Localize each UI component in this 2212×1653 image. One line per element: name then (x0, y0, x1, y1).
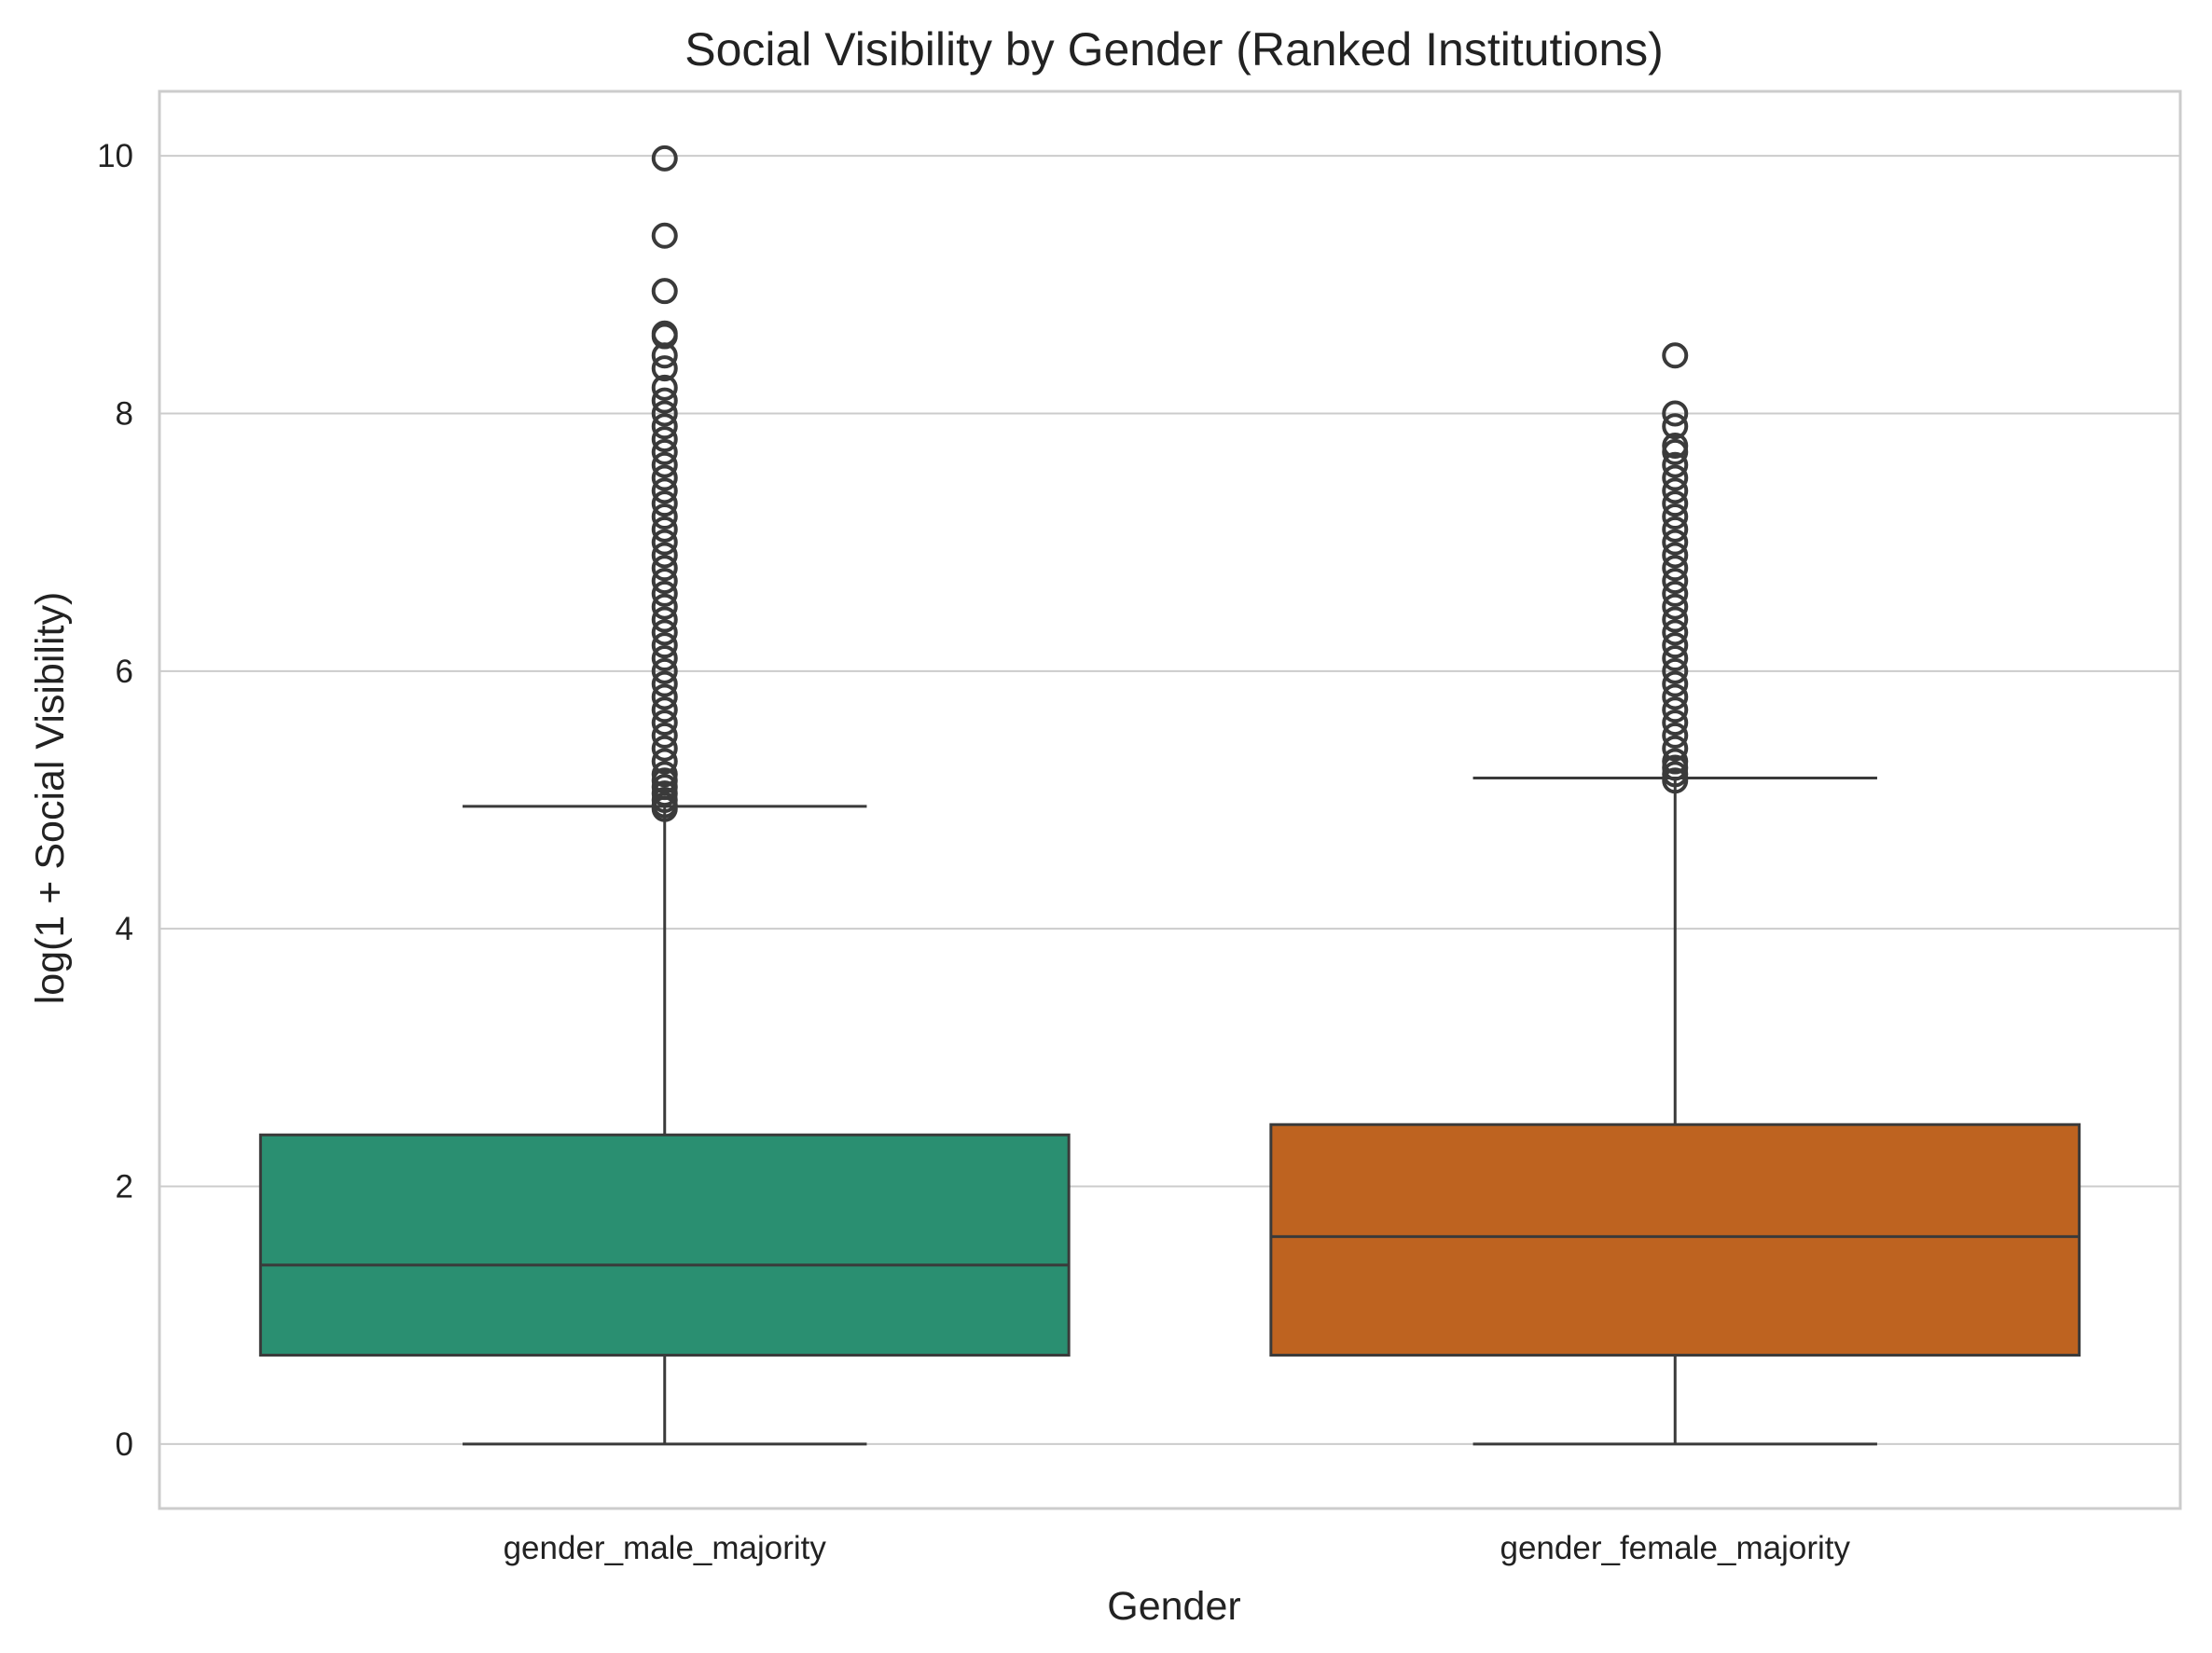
outlier-point (1662, 342, 1689, 369)
outlier-point (651, 464, 678, 491)
outlier-point (651, 593, 678, 620)
outlier-point (1662, 593, 1689, 620)
outlier-point (651, 748, 678, 775)
outlier-point (1662, 464, 1689, 491)
outlier-point (1662, 619, 1689, 646)
iqr-box (258, 1133, 1071, 1357)
outlier-point (1662, 696, 1689, 723)
chart-title: Social Visibility by Gender (Ranked Inst… (684, 23, 1664, 76)
outlier-point (651, 438, 678, 465)
outlier-point (1662, 451, 1689, 478)
outlier-point (651, 645, 678, 671)
outlier-point (651, 477, 678, 504)
outlier-point (651, 529, 678, 556)
outlier-point (651, 278, 678, 305)
outlier-point (651, 657, 678, 684)
outlier-point (651, 632, 678, 659)
outlier-point (651, 503, 678, 530)
outlier-point (651, 735, 678, 762)
outlier-point (651, 222, 678, 249)
outlier-point (651, 490, 678, 517)
x-tick-labels: gender_male_majority gender_female_majori… (504, 1530, 1851, 1566)
outlier-point (651, 387, 678, 414)
outlier-point (651, 722, 678, 749)
outlier-point (651, 606, 678, 633)
y-tick-label: 6 (116, 654, 133, 690)
outlier-point (1662, 516, 1689, 543)
outlier-point (1662, 555, 1689, 582)
outlier-point (1662, 568, 1689, 595)
outlier-point (1662, 400, 1689, 427)
box-group-gender_male_majority (258, 145, 1071, 1446)
outlier-point (651, 413, 678, 440)
outlier-point (1662, 477, 1689, 504)
outlier-point (651, 670, 678, 697)
outlier-point (651, 619, 678, 646)
outlier-point (651, 374, 678, 401)
outlier-point (1662, 490, 1689, 517)
outlier-point (651, 696, 678, 723)
y-tick-labels: 0 2 4 6 8 10 (97, 138, 133, 1463)
x-axis-label: Gender (1107, 1584, 1240, 1629)
outlier-point (1662, 433, 1689, 459)
outlier-point (1662, 748, 1689, 775)
outlier-point (1662, 542, 1689, 569)
outlier-point (1662, 580, 1689, 607)
outlier-point (1662, 657, 1689, 684)
outlier-point (651, 761, 678, 788)
outlier-point (651, 709, 678, 737)
outlier-point (651, 580, 678, 607)
x-tick-label: gender_male_majority (504, 1530, 827, 1566)
outlier-point (651, 516, 678, 543)
outlier-point (651, 145, 678, 172)
outlier-point (1662, 735, 1689, 762)
outlier-point (1662, 413, 1689, 440)
outlier-point (1662, 670, 1689, 697)
outlier-point (1662, 645, 1689, 671)
y-tick-label: 2 (116, 1169, 133, 1205)
outlier-point (1662, 529, 1689, 556)
boxes-layer (258, 145, 2081, 1446)
y-tick-label: 10 (97, 138, 133, 174)
outlier-point (651, 355, 678, 382)
outlier-point (1662, 722, 1689, 749)
y-tick-label: 4 (116, 911, 133, 947)
outlier-point (1662, 503, 1689, 530)
outlier-point (651, 400, 678, 427)
outlier-point (651, 683, 678, 710)
outlier-point (1662, 683, 1689, 710)
outlier-point (651, 555, 678, 582)
outlier-point (651, 542, 678, 569)
outlier-point (651, 426, 678, 453)
x-tick-label: gender_female_majority (1500, 1530, 1851, 1566)
outlier-point (651, 320, 678, 347)
y-tick-label: 0 (116, 1426, 133, 1463)
outlier-point (651, 568, 678, 595)
y-axis-label: log(1 + Social Visibility) (28, 592, 73, 1005)
y-tick-label: 8 (116, 395, 133, 432)
outlier-point (1662, 632, 1689, 659)
box-group-gender_female_majority (1269, 342, 2081, 1446)
outlier-point (1662, 709, 1689, 737)
iqr-box (1269, 1123, 2081, 1357)
outlier-point (1662, 606, 1689, 633)
outlier-point (651, 451, 678, 478)
